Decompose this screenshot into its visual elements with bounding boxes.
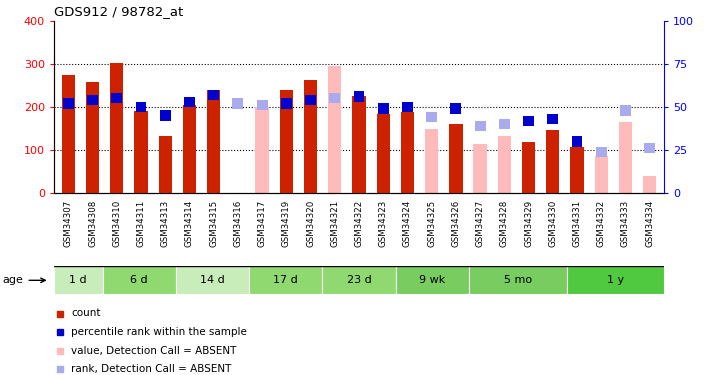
Bar [305, 95, 316, 105]
Bar [159, 136, 172, 193]
Text: GSM34323: GSM34323 [378, 200, 388, 248]
Bar [54, 266, 103, 294]
Bar [596, 147, 607, 157]
Text: 17 d: 17 d [274, 275, 298, 285]
Bar [523, 116, 534, 126]
Text: GSM34328: GSM34328 [500, 200, 509, 248]
Bar [256, 100, 268, 110]
Bar [498, 136, 511, 193]
Bar [62, 75, 75, 193]
Bar [567, 266, 664, 294]
Text: GSM34307: GSM34307 [64, 200, 73, 248]
Bar [378, 104, 388, 114]
Text: GSM34330: GSM34330 [549, 200, 557, 248]
Text: GSM34319: GSM34319 [282, 200, 291, 247]
Bar [328, 66, 342, 193]
Bar [353, 96, 365, 193]
Bar [547, 114, 558, 124]
Bar [620, 105, 631, 116]
Text: GSM34333: GSM34333 [621, 200, 630, 248]
Text: GSM34329: GSM34329 [524, 200, 533, 247]
Text: GDS912 / 98782_at: GDS912 / 98782_at [54, 5, 183, 18]
Bar [208, 90, 219, 100]
Bar [522, 142, 535, 193]
Bar [184, 96, 195, 107]
Text: GSM34326: GSM34326 [452, 200, 460, 248]
Text: 6 d: 6 d [131, 275, 148, 285]
Bar [63, 98, 74, 109]
Bar [449, 124, 462, 193]
Bar [469, 266, 567, 294]
Text: GSM34314: GSM34314 [185, 200, 194, 248]
Text: GSM34316: GSM34316 [233, 200, 243, 248]
Bar [570, 147, 584, 193]
Bar [87, 95, 98, 105]
Bar [401, 112, 414, 193]
Text: 9 wk: 9 wk [419, 275, 445, 285]
Text: value, Detection Call = ABSENT: value, Detection Call = ABSENT [71, 346, 236, 356]
Bar [322, 266, 396, 294]
Bar [280, 90, 293, 193]
Text: count: count [71, 309, 101, 318]
Bar [473, 144, 487, 193]
Text: GSM34321: GSM34321 [330, 200, 340, 248]
Bar [546, 130, 559, 193]
Text: 1 d: 1 d [70, 275, 87, 285]
Text: 14 d: 14 d [200, 275, 225, 285]
Bar [396, 266, 469, 294]
Text: GSM34325: GSM34325 [427, 200, 436, 248]
Text: GSM34322: GSM34322 [355, 200, 363, 248]
Bar [475, 121, 485, 131]
Bar [402, 102, 413, 112]
Bar [103, 266, 176, 294]
Text: GSM34315: GSM34315 [209, 200, 218, 248]
Text: GSM34310: GSM34310 [112, 200, 121, 248]
Bar [426, 112, 437, 122]
Text: GSM34308: GSM34308 [88, 200, 97, 248]
Text: 1 y: 1 y [607, 275, 624, 285]
Text: GSM34317: GSM34317 [258, 200, 266, 248]
Text: 23 d: 23 d [347, 275, 371, 285]
Bar [450, 104, 462, 114]
Bar [281, 98, 292, 109]
Text: 5 mo: 5 mo [503, 275, 532, 285]
Bar [183, 105, 196, 193]
Bar [207, 90, 220, 193]
Bar [595, 156, 608, 193]
Bar [644, 143, 655, 153]
Text: GSM34331: GSM34331 [572, 200, 582, 248]
Bar [425, 129, 438, 193]
Bar [256, 107, 269, 193]
Bar [572, 136, 582, 147]
Bar [111, 93, 122, 104]
Text: GSM34334: GSM34334 [645, 200, 654, 248]
Bar [304, 80, 317, 193]
Bar [233, 98, 243, 109]
Bar [643, 176, 656, 193]
Text: age: age [3, 275, 45, 285]
Bar [619, 122, 632, 193]
Text: percentile rank within the sample: percentile rank within the sample [71, 327, 247, 337]
Bar [86, 82, 99, 193]
Text: GSM34324: GSM34324 [403, 200, 412, 248]
Bar [136, 102, 146, 112]
Bar [376, 114, 390, 193]
Bar [160, 110, 171, 121]
Bar [330, 93, 340, 104]
Text: GSM34327: GSM34327 [475, 200, 485, 248]
Bar [353, 92, 365, 102]
Text: GSM34311: GSM34311 [136, 200, 146, 248]
Bar [249, 266, 322, 294]
Bar [110, 63, 123, 193]
Text: GSM34332: GSM34332 [597, 200, 606, 248]
Text: rank, Detection Call = ABSENT: rank, Detection Call = ABSENT [71, 364, 231, 374]
Text: GSM34313: GSM34313 [161, 200, 169, 248]
Bar [499, 119, 510, 129]
Text: GSM34320: GSM34320 [306, 200, 315, 248]
Bar [176, 266, 249, 294]
Bar [134, 111, 148, 193]
